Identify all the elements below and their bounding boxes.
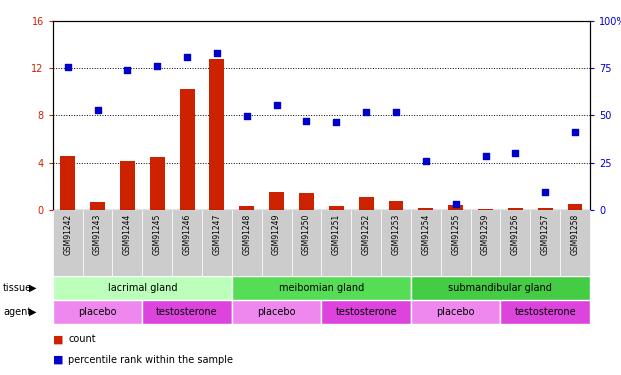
Point: [332, 119, 342, 125]
FancyBboxPatch shape: [322, 210, 351, 276]
Bar: [120, 162, 135, 210]
Text: GSM91253: GSM91253: [391, 213, 401, 255]
Bar: [299, 194, 314, 210]
Bar: [179, 89, 194, 210]
Text: percentile rank within the sample: percentile rank within the sample: [68, 355, 233, 365]
Text: agent: agent: [3, 307, 31, 317]
Point: [271, 102, 281, 108]
Bar: [538, 208, 553, 210]
Text: ▶: ▶: [29, 283, 37, 293]
Point: [93, 106, 102, 112]
FancyBboxPatch shape: [83, 210, 112, 276]
Bar: [478, 209, 493, 210]
Bar: [359, 197, 374, 210]
Text: GSM91254: GSM91254: [421, 213, 430, 255]
Bar: [448, 205, 463, 210]
Point: [152, 63, 162, 69]
Point: [540, 189, 550, 195]
Text: count: count: [68, 334, 96, 344]
FancyBboxPatch shape: [351, 210, 381, 276]
FancyBboxPatch shape: [232, 210, 261, 276]
Text: GSM91256: GSM91256: [511, 213, 520, 255]
Point: [242, 113, 252, 119]
Point: [182, 54, 192, 60]
Text: ▶: ▶: [29, 307, 37, 317]
Text: testosterone: testosterone: [335, 307, 397, 317]
Bar: [239, 207, 254, 210]
FancyBboxPatch shape: [441, 210, 471, 276]
Bar: [90, 202, 105, 210]
Point: [421, 158, 431, 164]
FancyBboxPatch shape: [560, 210, 590, 276]
Bar: [508, 208, 523, 210]
Text: GSM91258: GSM91258: [571, 213, 579, 255]
FancyBboxPatch shape: [202, 210, 232, 276]
FancyBboxPatch shape: [232, 300, 322, 324]
Text: placebo: placebo: [257, 307, 296, 317]
FancyBboxPatch shape: [291, 210, 322, 276]
Text: GSM91245: GSM91245: [153, 213, 161, 255]
FancyBboxPatch shape: [142, 210, 172, 276]
Point: [63, 64, 73, 70]
Text: testosterone: testosterone: [156, 307, 218, 317]
Text: GSM91242: GSM91242: [63, 213, 72, 255]
FancyBboxPatch shape: [411, 276, 590, 300]
FancyBboxPatch shape: [112, 210, 142, 276]
Text: ■: ■: [53, 355, 63, 365]
FancyBboxPatch shape: [53, 300, 142, 324]
Bar: [568, 204, 582, 210]
Point: [510, 150, 520, 156]
FancyBboxPatch shape: [232, 276, 411, 300]
FancyBboxPatch shape: [381, 210, 411, 276]
Bar: [209, 58, 224, 210]
Point: [451, 201, 461, 207]
FancyBboxPatch shape: [501, 300, 590, 324]
Point: [122, 67, 132, 73]
Point: [481, 153, 491, 159]
Text: placebo: placebo: [78, 307, 117, 317]
Text: GSM91255: GSM91255: [451, 213, 460, 255]
Text: GSM91247: GSM91247: [212, 213, 222, 255]
FancyBboxPatch shape: [142, 300, 232, 324]
Text: GSM91257: GSM91257: [541, 213, 550, 255]
Point: [212, 50, 222, 56]
Bar: [150, 157, 165, 210]
Bar: [329, 207, 344, 210]
Bar: [389, 201, 404, 210]
Text: tissue: tissue: [3, 283, 32, 293]
FancyBboxPatch shape: [53, 276, 232, 300]
Text: GSM91243: GSM91243: [93, 213, 102, 255]
Text: GSM91249: GSM91249: [272, 213, 281, 255]
FancyBboxPatch shape: [172, 210, 202, 276]
Point: [301, 118, 311, 124]
FancyBboxPatch shape: [471, 210, 501, 276]
Text: GSM91252: GSM91252: [361, 213, 371, 255]
Point: [391, 110, 401, 116]
Bar: [60, 156, 75, 210]
Text: lacrimal gland: lacrimal gland: [107, 283, 177, 293]
FancyBboxPatch shape: [261, 210, 291, 276]
Point: [361, 108, 371, 114]
FancyBboxPatch shape: [411, 300, 501, 324]
Text: GSM91246: GSM91246: [183, 213, 191, 255]
FancyBboxPatch shape: [53, 210, 83, 276]
Text: testosterone: testosterone: [514, 307, 576, 317]
Text: GSM91259: GSM91259: [481, 213, 490, 255]
Text: GSM91251: GSM91251: [332, 213, 341, 255]
Text: placebo: placebo: [437, 307, 475, 317]
Text: GSM91248: GSM91248: [242, 213, 252, 255]
Bar: [419, 208, 433, 210]
Text: GSM91250: GSM91250: [302, 213, 311, 255]
FancyBboxPatch shape: [411, 210, 441, 276]
Text: GSM91244: GSM91244: [123, 213, 132, 255]
Bar: [269, 192, 284, 210]
FancyBboxPatch shape: [322, 300, 411, 324]
Text: meibomian gland: meibomian gland: [279, 283, 364, 293]
Text: ■: ■: [53, 334, 63, 344]
Point: [570, 129, 580, 135]
Text: submandibular gland: submandibular gland: [448, 283, 552, 293]
FancyBboxPatch shape: [501, 210, 530, 276]
FancyBboxPatch shape: [530, 210, 560, 276]
